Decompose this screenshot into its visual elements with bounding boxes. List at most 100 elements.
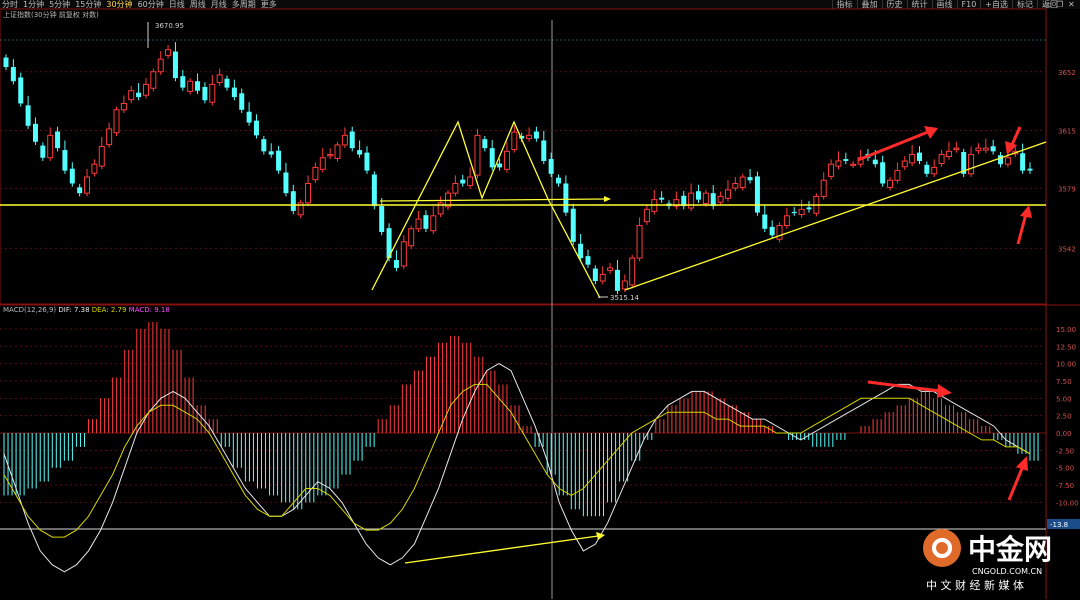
macd-tick-1: 12.50: [1056, 343, 1076, 351]
candle-5: [40, 142, 46, 161]
candle-19: [142, 78, 149, 99]
candle-121: [894, 162, 901, 184]
macd-tick-9: -7.50: [1056, 482, 1074, 490]
restore-icon[interactable]: ❐: [1056, 0, 1064, 9]
current-value-box: [1047, 519, 1080, 529]
candle-15: [113, 106, 120, 136]
candle-108: [798, 199, 805, 218]
close-icon[interactable]: ✕: [1068, 0, 1075, 9]
price-grid: [0, 71, 1046, 249]
macd-axis: 15.00 12.50 10.00 7.50 5.00 2.50 0.00 -2.50 -5.0…: [1056, 326, 1079, 507]
candle-41: [305, 175, 312, 207]
candle-57: [423, 210, 429, 233]
candle-25: [187, 78, 194, 95]
macd-tick-10: -10.00: [1056, 499, 1079, 507]
price-tick-0: 3652: [1058, 69, 1076, 77]
candle-23: [172, 42, 178, 82]
toolbar-button-3[interactable]: 统计: [906, 0, 932, 9]
candle-72: [533, 126, 539, 142]
candle-43: [319, 148, 326, 173]
candle-40: [297, 199, 304, 219]
candle-128: [945, 141, 952, 160]
candle-76: [563, 175, 569, 216]
logo-slogan: 中 文 财 经 新 媒 体: [926, 578, 1024, 592]
candle-97: [717, 191, 724, 206]
candle-51: [379, 198, 385, 236]
timeframe-tab-3[interactable]: 15分钟: [75, 0, 102, 9]
toolbar-button-0[interactable]: 指标: [831, 0, 857, 9]
candle-120: [887, 177, 894, 191]
price-axis: 3652 3615 3579 3542: [1058, 69, 1076, 254]
dif-label: DIF:: [58, 306, 72, 314]
candle-104: [769, 220, 775, 239]
candle-66: [489, 140, 495, 171]
logo-emblem-icon: [923, 529, 961, 567]
timeframe-tab-2[interactable]: 5分钟: [49, 0, 71, 9]
dea-line: [3, 383, 1031, 538]
timeframe-tab-1[interactable]: 1分钟: [23, 0, 45, 9]
candle-27: [202, 82, 208, 104]
candle-6: [47, 127, 54, 161]
candle-74: [548, 152, 554, 178]
candle-47: [349, 126, 355, 152]
candle-77: [570, 203, 576, 246]
macd-tick-2: 10.00: [1056, 361, 1076, 369]
candle-26: [195, 73, 201, 94]
candle-125: [924, 161, 930, 178]
current-value-label: -13.8: [1050, 521, 1068, 529]
timeframe-tab-7[interactable]: 周线: [189, 0, 206, 9]
candle-16: [120, 95, 127, 114]
timeframe-tab-0[interactable]: 分时: [2, 0, 18, 9]
candle-0: [3, 54, 9, 71]
dif-value: 7.38: [73, 306, 90, 314]
timeframe-tab-5[interactable]: 60分钟: [137, 0, 164, 9]
divergence-arrowhead: [596, 532, 605, 540]
toolbar-button-2[interactable]: 历史: [881, 0, 907, 9]
candle-79: [585, 249, 591, 268]
candle-52: [386, 223, 392, 262]
price-tick-2: 3579: [1058, 185, 1076, 193]
toolbar-button-8[interactable]: 返回: [1037, 0, 1062, 9]
candle-131: [968, 146, 975, 178]
candle-105: [776, 222, 783, 243]
candle-48: [357, 140, 363, 158]
candle-101: [747, 169, 753, 184]
toolbar-button-5[interactable]: F10: [956, 0, 981, 9]
candle-12: [91, 159, 98, 177]
dea-value: 2.79: [110, 306, 127, 314]
candle-132: [975, 143, 982, 154]
candle-100: [739, 173, 746, 191]
toolbar-button-1[interactable]: 叠加: [856, 0, 882, 9]
breakdown-leg: [547, 198, 601, 299]
candle-10: [77, 184, 83, 197]
low-price-label: 3515.14: [610, 294, 639, 302]
candle-13: [98, 136, 105, 170]
candle-71: [526, 127, 533, 142]
minimize-icon[interactable]: ▭: [1044, 0, 1052, 9]
candle-87: [643, 204, 650, 225]
candle-107: [791, 207, 797, 216]
price-panel-title: 上证指数(30分钟 前复权 对数): [3, 11, 99, 19]
candle-114: [843, 152, 849, 165]
candle-4: [32, 117, 38, 145]
timeframe-tab-6[interactable]: 日线: [168, 0, 185, 9]
toolbar-button-4[interactable]: 画线: [931, 0, 957, 9]
candle-31: [231, 79, 237, 101]
toolbar-button-7[interactable]: 标记: [1012, 0, 1037, 9]
timeframe-tab-10[interactable]: 更多: [260, 0, 277, 9]
red-arrow-price-top: [1005, 126, 1022, 155]
timeframe-tab-4[interactable]: 30分钟: [106, 0, 133, 9]
candle-78: [578, 233, 584, 262]
red-arrow-macd-bottom: [1007, 456, 1028, 501]
timeframe-tab-9[interactable]: 多周期: [231, 0, 256, 9]
toolbar-button-6[interactable]: +自选: [980, 0, 1012, 9]
candle-95: [702, 189, 709, 207]
annotations: [0, 120, 1047, 564]
timeframe-tab-8[interactable]: 月线: [210, 0, 227, 9]
candle-65: [482, 135, 488, 152]
candle-89: [659, 191, 665, 203]
candle-68: [503, 141, 510, 173]
candle-106: [783, 207, 790, 229]
macd-tick-6: 0.00: [1056, 430, 1072, 438]
